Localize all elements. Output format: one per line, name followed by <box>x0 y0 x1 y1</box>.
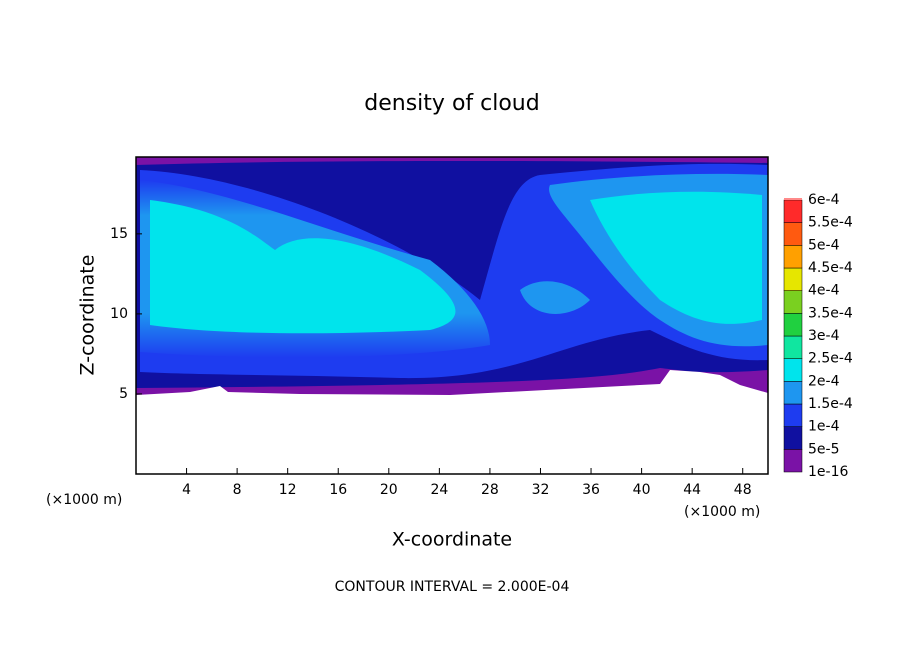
contour-field <box>136 157 768 474</box>
x-tick-label: 8 <box>233 482 242 498</box>
colorbar-label: 1e-4 <box>808 419 840 435</box>
colorbar-label: 2e-4 <box>808 373 840 389</box>
colorbar-label: 3e-4 <box>808 328 840 344</box>
y-axis-label: Z-coordinate <box>77 255 99 376</box>
x-tick-label: 32 <box>532 482 550 498</box>
y-tick-label: 5 <box>119 386 128 402</box>
field-cyan-right <box>590 191 762 324</box>
colorbar-label: 2.5e-4 <box>808 351 853 367</box>
x-tick-label: 4 <box>182 482 191 498</box>
x-tick-label: 20 <box>380 482 398 498</box>
x-tick-label: 16 <box>329 482 347 498</box>
colorbar-band <box>783 358 803 382</box>
chart-title: density of cloud <box>364 91 539 116</box>
y-tick-label: 10 <box>110 306 128 322</box>
x-tick-label: 12 <box>279 482 297 498</box>
colorbar-label: 3.5e-4 <box>808 305 853 321</box>
colorbar-band <box>783 245 803 269</box>
colorbar-band <box>783 426 803 450</box>
x-tick-label: 24 <box>430 482 448 498</box>
x-axis-label: X-coordinate <box>392 529 512 551</box>
x-tick-label: 44 <box>683 482 701 498</box>
colorbar-label: 6e-4 <box>808 192 840 208</box>
colorbar-band <box>783 335 803 359</box>
colorbar-band <box>783 267 803 291</box>
y-tick-label: 15 <box>110 226 128 242</box>
colorbar-label: 4e-4 <box>808 283 840 299</box>
colorbar-band <box>783 199 803 223</box>
x-tick-label: 36 <box>582 482 600 498</box>
footer-note: CONTOUR INTERVAL = 2.000E-04 <box>335 579 570 595</box>
colorbar-band <box>783 290 803 314</box>
colorbar-band <box>783 222 803 246</box>
colorbar-label: 5e-4 <box>808 237 840 253</box>
colorbar-label: 4.5e-4 <box>808 260 853 276</box>
colorbar-band <box>783 449 803 473</box>
x-tick-label: 48 <box>734 482 752 498</box>
y-unit-label: (×1000 m) <box>46 492 122 508</box>
field-gap <box>136 370 768 474</box>
x-unit-label: (×1000 m) <box>684 504 760 520</box>
plot-frame <box>135 156 769 475</box>
colorbar-band <box>783 403 803 427</box>
colorbar-label: 5.5e-4 <box>808 215 853 231</box>
field-cyan-left <box>150 200 456 334</box>
colorbar-label: 1e-16 <box>808 464 848 480</box>
field-cyan-mid <box>520 281 590 314</box>
colorbar-label: 5e-5 <box>808 441 839 457</box>
colorbar-top <box>784 198 802 200</box>
x-tick-label: 40 <box>633 482 651 498</box>
x-tick-label: 28 <box>481 482 499 498</box>
colorbar-label: 1.5e-4 <box>808 396 853 412</box>
colorbar-band <box>783 381 803 405</box>
colorbar-band <box>783 313 803 337</box>
